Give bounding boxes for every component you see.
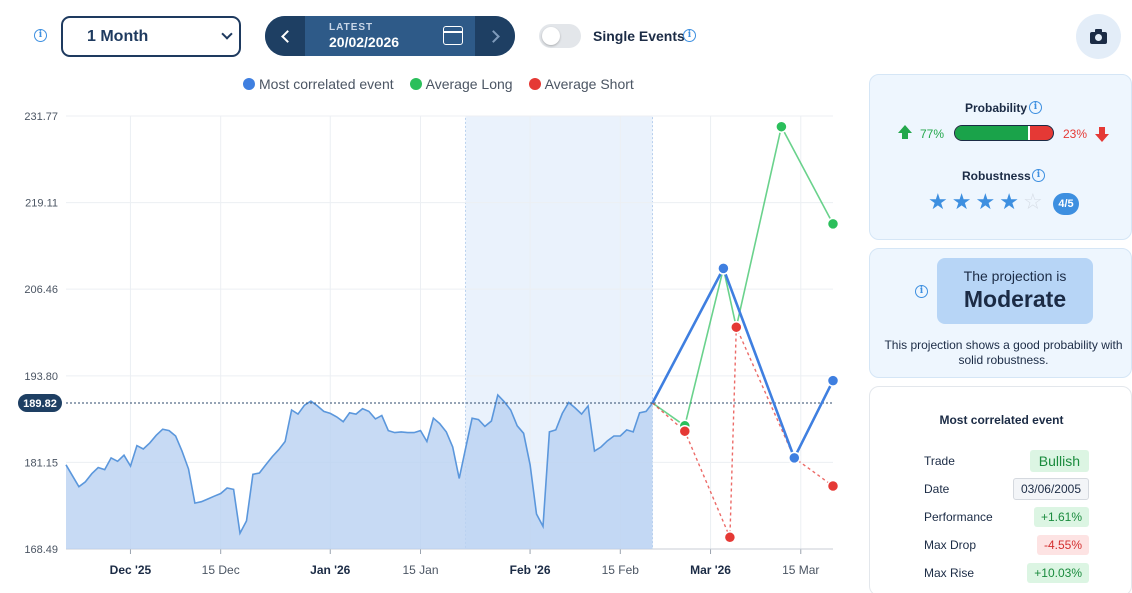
- legend-dot: [409, 78, 422, 90]
- toggle-knob: [542, 27, 560, 45]
- event-row-label: Performance: [924, 510, 993, 524]
- robustness-badge: 4/5: [1053, 193, 1079, 215]
- series-point-1: [775, 120, 788, 133]
- x-tick-label: Jan '26: [310, 563, 351, 577]
- x-tick-label: 15 Feb: [602, 563, 640, 577]
- star-filled-icon: ★: [999, 190, 1019, 215]
- single-events-info-icon[interactable]: i: [683, 29, 696, 42]
- series-line-0: [651, 267, 835, 460]
- projection-rating: Moderate: [963, 286, 1067, 312]
- event-row-value: 03/06/2005: [1012, 478, 1089, 500]
- y-tick-label: 219.11: [25, 198, 58, 210]
- x-tick-label: 15 Mar: [782, 563, 819, 577]
- probability-bar-fill: [955, 126, 1031, 140]
- event-row: Date 03/06/2005: [924, 478, 1089, 500]
- probability-title: Probability: [965, 101, 1028, 115]
- star-filled-icon: ★: [975, 190, 996, 215]
- event-row-value: +10.03%: [1027, 563, 1089, 583]
- y-tick-label: 181.15: [24, 457, 58, 469]
- arrow-up-icon: [898, 125, 912, 139]
- event-row-label: Max Drop: [924, 538, 977, 552]
- long-probability: 77%: [920, 127, 945, 141]
- star-filled-icon: ★: [928, 190, 948, 215]
- robustness-stars: ★ ★ ★ ★ ☆: [928, 192, 1043, 214]
- legend-item-most-correlated[interactable]: Most correlated event: [243, 76, 394, 92]
- legend-label: Average Long: [425, 76, 513, 92]
- period-info-icon[interactable]: i: [34, 29, 47, 42]
- robustness-info-icon[interactable]: i: [1032, 169, 1045, 182]
- history-line: [65, 393, 654, 536]
- projection-info-icon[interactable]: i: [915, 285, 928, 298]
- x-tick-label: Feb '26: [510, 563, 551, 577]
- chart-legend: Most correlated event Average Long Avera…: [243, 76, 634, 92]
- robustness-title: Robustness: [962, 169, 1031, 183]
- camera-icon: [1090, 28, 1107, 44]
- period-select-value: 1 Month: [87, 27, 149, 45]
- series-point-2: [723, 531, 737, 544]
- legend-label: Most correlated event: [259, 76, 394, 92]
- period-select[interactable]: 1 Month: [61, 16, 241, 57]
- price-chart[interactable]: 231.77 219.11 206.46 193.80 181.15 168.49 Dec …: [0, 100, 860, 593]
- event-row-value: +1.61%: [1033, 507, 1089, 527]
- probability-bar: [954, 125, 1054, 141]
- series-point-0: [826, 374, 840, 387]
- arrow-down-icon: [1095, 127, 1109, 142]
- series-point-2: [730, 320, 743, 334]
- next-date-button[interactable]: [475, 16, 515, 56]
- series-line-1: [652, 125, 834, 427]
- event-row: Trade Bullish: [924, 450, 1089, 472]
- event-row: Performance +1.61%: [924, 506, 1089, 528]
- x-tick-label: 15 Jan: [402, 563, 438, 577]
- event-row-value: Bullish: [1029, 450, 1089, 472]
- star-empty-icon: ☆: [1022, 190, 1043, 215]
- series-point-1: [826, 217, 840, 231]
- legend-item-average-long[interactable]: Average Long: [409, 76, 513, 92]
- x-tick-label: 15 Dec: [202, 563, 240, 577]
- calendar-icon[interactable]: [443, 26, 463, 45]
- probability-panel: Probability i 77% 23% Robustness i ★ ★ ★ ★ ☆…: [869, 74, 1132, 240]
- chevron-down-icon: [221, 28, 233, 40]
- chevron-left-icon: [280, 29, 294, 43]
- probability-info-icon[interactable]: i: [1029, 101, 1042, 114]
- projection-box: The projection is Moderate: [937, 258, 1093, 324]
- legend-dot: [243, 78, 255, 90]
- series-point-2: [678, 424, 692, 438]
- series-point-0: [788, 451, 801, 465]
- projection-description: This projection shows a good probability…: [884, 338, 1123, 367]
- y-tick-label: 206.46: [24, 284, 58, 296]
- screenshot-button[interactable]: [1076, 14, 1121, 59]
- event-panel: Most correlated event Trade Bullish Date 03…: [869, 386, 1132, 593]
- series-point-0: [717, 262, 730, 275]
- current-value-label: 189.82: [23, 398, 57, 410]
- previous-date-button[interactable]: [265, 16, 305, 56]
- single-events-toggle[interactable]: [539, 24, 581, 48]
- event-title: Most correlated event: [939, 413, 1064, 427]
- y-tick-label: 193.80: [24, 371, 58, 383]
- event-row: Max Rise +10.03%: [924, 562, 1089, 584]
- short-probability: 23%: [1063, 127, 1088, 141]
- star-filled-icon: ★: [951, 190, 972, 215]
- y-tick-label: 168.49: [24, 544, 58, 556]
- y-tick-label: 231.77: [24, 111, 58, 123]
- event-row-label: Max Rise: [924, 566, 975, 580]
- legend-item-average-short[interactable]: Average Short: [528, 76, 634, 92]
- x-tick-label: Dec '25: [110, 563, 152, 577]
- x-tick-label: Mar '26: [690, 563, 731, 577]
- history-area: [66, 395, 653, 549]
- event-row-label: Trade: [924, 454, 955, 468]
- projection-intro: The projection is: [963, 268, 1067, 284]
- event-row-label: Date: [924, 482, 950, 496]
- series-point-2: [826, 479, 840, 493]
- event-row: Max Drop -4.55%: [924, 534, 1089, 556]
- projection-panel: i The projection is Moderate This projec…: [869, 248, 1132, 378]
- latest-date: 20/02/2026: [329, 34, 400, 50]
- event-row-value: -4.55%: [1036, 535, 1089, 555]
- single-events-label: Single Events: [593, 28, 685, 44]
- chevron-right-icon: [486, 29, 500, 43]
- legend-dot: [528, 78, 541, 90]
- legend-label: Average Short: [544, 76, 634, 92]
- date-navigator: LATEST 20/02/2026: [265, 16, 515, 56]
- latest-label: LATEST: [329, 22, 374, 33]
- current-value-badge: [18, 394, 62, 413]
